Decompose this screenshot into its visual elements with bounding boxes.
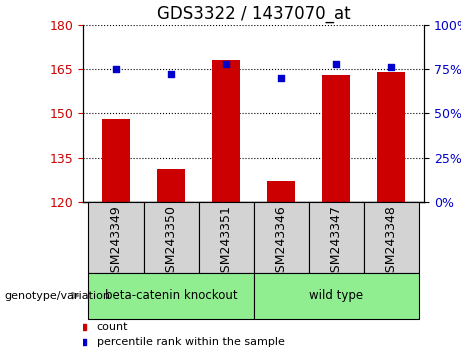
Text: count: count: [97, 321, 128, 332]
Text: GSM243348: GSM243348: [384, 205, 397, 281]
Bar: [322, 75, 350, 202]
Text: GSM243346: GSM243346: [275, 205, 288, 281]
Bar: [308, 202, 364, 273]
Bar: [254, 273, 419, 319]
Bar: [364, 202, 419, 273]
Bar: [254, 202, 308, 273]
Bar: [89, 273, 254, 319]
Bar: [102, 119, 130, 202]
Point: [250, 259, 257, 265]
Bar: [89, 202, 143, 273]
Bar: [199, 202, 254, 273]
Text: GSM243347: GSM243347: [330, 205, 343, 281]
Text: GSM243349: GSM243349: [110, 205, 123, 281]
Bar: [267, 181, 295, 202]
Point: [278, 75, 285, 81]
Bar: [143, 202, 199, 273]
Text: GSM243350: GSM243350: [165, 205, 177, 281]
Point: [387, 64, 395, 70]
Point: [112, 66, 120, 72]
Text: percentile rank within the sample: percentile rank within the sample: [97, 337, 284, 348]
Point: [250, 114, 257, 120]
Bar: [378, 72, 405, 202]
Text: GSM243351: GSM243351: [219, 205, 232, 281]
Point: [332, 61, 340, 67]
Text: beta-catenin knockout: beta-catenin knockout: [105, 289, 237, 302]
Bar: [212, 60, 240, 202]
Bar: [157, 169, 185, 202]
Title: GDS3322 / 1437070_at: GDS3322 / 1437070_at: [157, 6, 350, 23]
Text: wild type: wild type: [309, 289, 363, 302]
Point: [167, 72, 175, 77]
Point: [222, 61, 230, 67]
Text: genotype/variation: genotype/variation: [5, 291, 111, 301]
